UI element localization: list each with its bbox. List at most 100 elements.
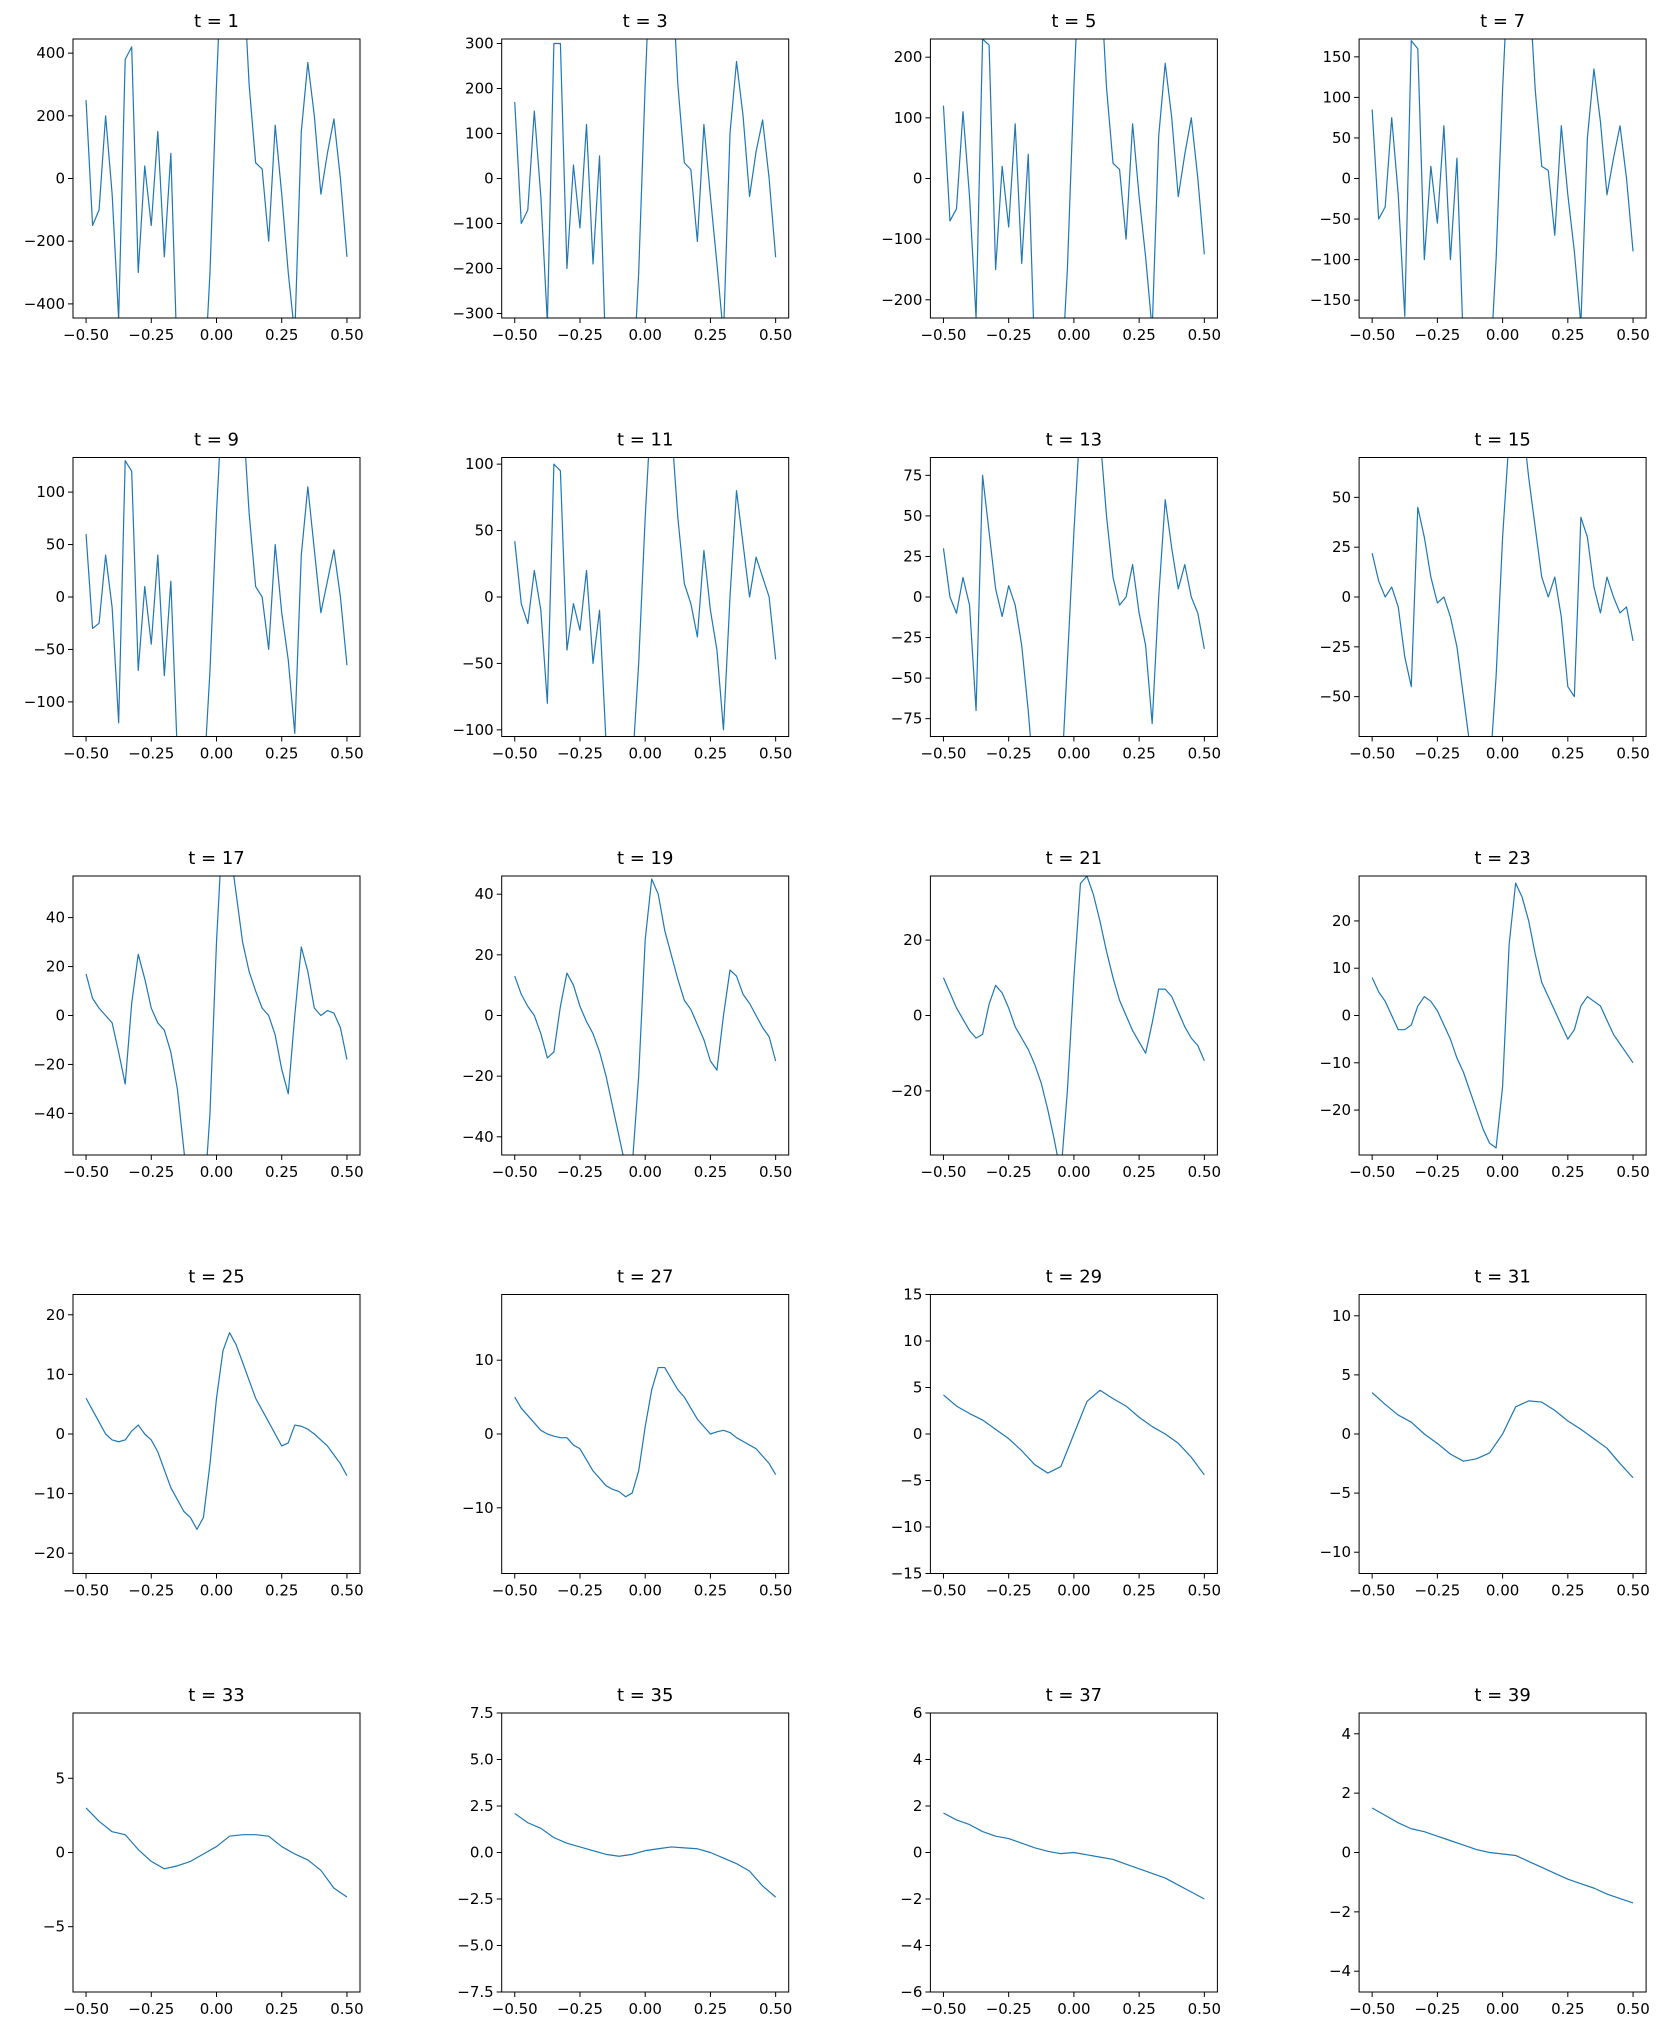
y-tick-label: 4 (1342, 1725, 1352, 1743)
x-tick-label: 0.50 (1188, 1582, 1221, 1600)
y-tick-label: −7.5 (457, 1983, 493, 2001)
axes-frame (501, 875, 790, 1156)
x-tick-label: −0.50 (63, 1163, 109, 1181)
y-tick-label: 2 (913, 1797, 923, 1815)
data-line (85, 876, 348, 1155)
x-tick-label: 0.00 (1486, 2000, 1519, 2018)
axes-frame (929, 457, 1218, 737)
x-tick-label: 0.50 (1616, 1582, 1649, 1600)
x-tick-label: −0.25 (128, 326, 174, 344)
x-tick-label: 0.50 (759, 2000, 792, 2018)
y-tick-label: 4 (913, 1751, 923, 1769)
y-tick-label: −25 (891, 629, 923, 647)
data-line (514, 39, 777, 318)
subplot: t = 1 −0.50 −0.25 0.00 0.25 0.50 −400 −200 0 200 4… (24, 11, 364, 344)
x-tick-label: 0.50 (1188, 326, 1221, 344)
y-tick-label: 0 (913, 1844, 923, 1862)
y-tick-label: 5 (913, 1379, 923, 1397)
data-line (1371, 1392, 1634, 1479)
y-tick-label: 100 (36, 483, 65, 501)
y-tick-label: 20 (46, 1306, 65, 1324)
x-tick-label: −0.25 (128, 745, 174, 763)
subplot: t = 35 −0.50 −0.25 0.00 0.25 0.50 −7.5 −5.0 −2.5… (457, 1685, 792, 2018)
y-tick-label: 0 (1342, 1425, 1352, 1443)
axes-frame (72, 875, 361, 1156)
subplot-title: t = 3 (623, 11, 668, 32)
x-tick-label: 0.25 (694, 745, 727, 763)
y-tick-label: 100 (894, 109, 923, 127)
x-tick-label: 0.00 (1486, 745, 1519, 763)
y-tick-label: 200 (894, 48, 923, 66)
x-tick-label: 0.25 (694, 2000, 727, 2018)
y-tick-label: 15 (903, 1286, 922, 1304)
subplot-title: t = 13 (1046, 430, 1103, 451)
y-tick-label: 0 (55, 1844, 65, 1862)
subplot: t = 11 −0.50 −0.25 0.00 0.25 0.50 −100 −50 0 50 10… (452, 430, 792, 763)
x-tick-label: 0.50 (759, 326, 792, 344)
y-tick-label: 5.0 (470, 1751, 494, 1769)
x-tick-label: −0.50 (1349, 745, 1395, 763)
x-tick-label: 0.25 (694, 1163, 727, 1181)
data-line (1371, 39, 1634, 318)
y-tick-label: −50 (1319, 688, 1351, 706)
y-tick-label: 50 (475, 522, 494, 540)
x-tick-label: 0.25 (265, 1582, 298, 1600)
x-tick-label: −0.25 (986, 1163, 1032, 1181)
x-tick-label: 0.50 (1616, 745, 1649, 763)
y-tick-label: 20 (903, 931, 922, 949)
y-tick-label: 0 (913, 1007, 923, 1025)
y-tick-label: −200 (24, 232, 65, 250)
axes-frame (501, 457, 790, 737)
y-tick-label: −5 (43, 1918, 65, 1936)
y-tick-label: −10 (462, 1499, 494, 1517)
y-tick-label: 75 (903, 466, 922, 484)
x-tick-label: 0.50 (1188, 2000, 1221, 2018)
subplot: t = 5 −0.50 −0.25 0.00 0.25 0.50 −200 −100 0 100 2… (881, 11, 1221, 344)
x-tick-label: 0.50 (759, 745, 792, 763)
x-tick-label: −0.50 (63, 2000, 109, 2018)
subplot-title: t = 9 (194, 430, 239, 451)
subplot-title: t = 39 (1474, 1685, 1531, 1706)
x-tick-label: 0.25 (694, 326, 727, 344)
data-line (85, 1807, 348, 1898)
x-tick-label: −0.25 (557, 326, 603, 344)
subplot: t = 33 −0.50 −0.25 0.00 0.25 0.50 −5 0 5 (43, 1685, 364, 2018)
axes-frame (501, 1294, 790, 1574)
x-tick-label: 0.25 (1122, 2000, 1155, 2018)
subplot-title: t = 1 (194, 11, 239, 32)
y-tick-label: −20 (891, 1082, 923, 1100)
x-tick-label: 0.50 (330, 326, 363, 344)
x-tick-label: −0.50 (492, 1163, 538, 1181)
x-tick-label: −0.25 (128, 1582, 174, 1600)
x-tick-label: −0.25 (986, 1582, 1032, 1600)
y-tick-label: −2 (900, 1890, 922, 1908)
subplot-title: t = 5 (1051, 11, 1096, 32)
y-tick-label: 400 (36, 44, 65, 62)
x-tick-label: 0.50 (1616, 1163, 1649, 1181)
x-tick-label: 0.25 (265, 1163, 298, 1181)
y-tick-label: −2.5 (457, 1890, 493, 1908)
x-tick-label: 0.00 (200, 326, 233, 344)
y-tick-label: −300 (452, 305, 493, 323)
subplot: t = 31 −0.50 −0.25 0.00 0.25 0.50 −10 −5 0 5 10 (1319, 1267, 1649, 1600)
y-tick-label: 50 (1332, 129, 1351, 147)
y-tick-label: −10 (891, 1518, 923, 1536)
subplot: t = 37 −0.50 −0.25 0.00 0.25 0.50 −6 −4 −2 0 2 4 6 (900, 1685, 1221, 2018)
y-tick-label: 50 (1332, 488, 1351, 506)
subplot-title: t = 7 (1480, 11, 1525, 32)
y-tick-label: 0 (1342, 588, 1352, 606)
y-tick-label: 10 (46, 1365, 65, 1383)
data-line (514, 878, 777, 1155)
axes-frame (72, 1712, 361, 1993)
y-tick-label: 0 (55, 588, 65, 606)
y-tick-label: 50 (903, 507, 922, 525)
x-tick-label: 0.50 (1616, 2000, 1649, 2018)
data-line (942, 39, 1205, 318)
data-line (514, 1812, 777, 1898)
subplot-title: t = 17 (188, 848, 245, 869)
x-tick-label: 0.00 (628, 1582, 661, 1600)
y-tick-label: 40 (475, 885, 494, 903)
y-tick-label: 0 (913, 170, 923, 188)
subplot: t = 25 −0.50 −0.25 0.00 0.25 0.50 −20 −10 0 10 20 (33, 1267, 363, 1600)
y-tick-label: −2 (1329, 1903, 1351, 1921)
